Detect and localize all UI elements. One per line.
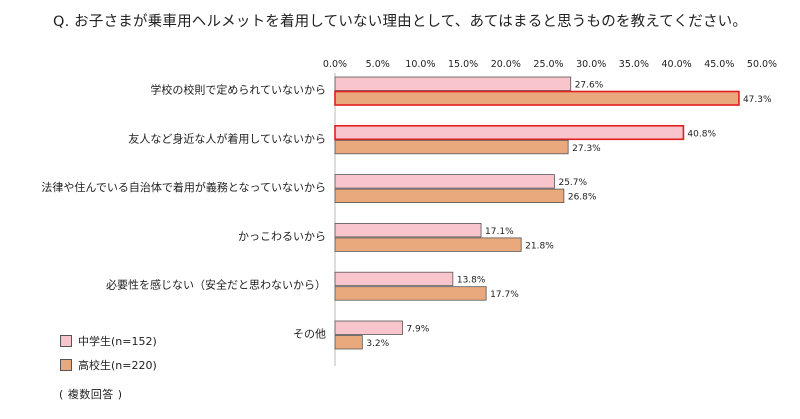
category-label: 友人など身近な人が着用していないから <box>128 131 326 145</box>
x-tick-label: 50.0% <box>747 59 777 70</box>
category-label: 必要性を感じない（安全だと思わないから） <box>106 278 326 292</box>
legend: 中学生(n=152) 高校生(n=220) <box>60 333 157 381</box>
bar <box>334 271 454 287</box>
bar <box>334 320 403 335</box>
bar <box>334 76 572 91</box>
legend-swatch-high-school <box>60 359 72 371</box>
bar <box>334 335 363 350</box>
legend-item-high-school: 高校生(n=220) <box>60 357 157 373</box>
data-label: 7.9% <box>406 325 429 335</box>
x-tick-label: 45.0% <box>704 59 734 70</box>
bar <box>334 286 487 301</box>
x-tick-label: 40.0% <box>662 59 692 70</box>
data-label: 47.3% <box>743 95 772 105</box>
x-tick-label: 15.0% <box>448 59 478 70</box>
bar <box>334 237 522 252</box>
x-tick-label: 35.0% <box>619 59 649 70</box>
data-label: 25.7% <box>558 178 587 188</box>
category-label: 法律や住んでいる自治体で着用が義務となっていないから <box>41 180 326 194</box>
x-tick-label: 0.0% <box>323 59 347 70</box>
category-label: かっこわるいから <box>238 230 326 243</box>
data-label: 26.8% <box>568 193 597 203</box>
x-tick-label: 20.0% <box>491 59 521 70</box>
data-label: 27.6% <box>575 81 604 91</box>
legend-swatch-junior-high <box>60 335 72 347</box>
data-label: 40.8% <box>687 129 716 139</box>
data-label: 13.8% <box>457 276 486 286</box>
category-label: 学校の校則で定められていないから <box>150 83 326 97</box>
chart-title: Q. お子さまが乗車用ヘルメットを着用していない理由として、あてはまると思うもの… <box>52 14 748 30</box>
x-tick-label: 30.0% <box>576 59 606 70</box>
bar <box>334 125 685 141</box>
data-label: 27.3% <box>572 144 601 154</box>
bar <box>334 174 555 189</box>
x-tick-label: 5.0% <box>366 59 390 70</box>
data-label: 17.7% <box>490 290 519 300</box>
multiple-answer-note: ( 複数回答 ) <box>59 388 123 401</box>
data-label: 3.2% <box>366 339 389 349</box>
bar <box>334 90 740 106</box>
bar <box>334 222 482 238</box>
legend-label-junior-high: 中学生(n=152) <box>78 335 157 348</box>
legend-item-junior-high: 中学生(n=152) <box>60 333 157 349</box>
data-label: 21.8% <box>525 241 554 251</box>
legend-label-high-school: 高校生(n=220) <box>78 359 157 372</box>
x-tick-label: 10.0% <box>405 59 435 70</box>
bar <box>334 139 569 155</box>
data-label: 17.1% <box>485 227 514 237</box>
x-tick-label: 25.0% <box>533 59 563 70</box>
bar <box>334 188 565 204</box>
category-label: その他 <box>293 328 326 341</box>
